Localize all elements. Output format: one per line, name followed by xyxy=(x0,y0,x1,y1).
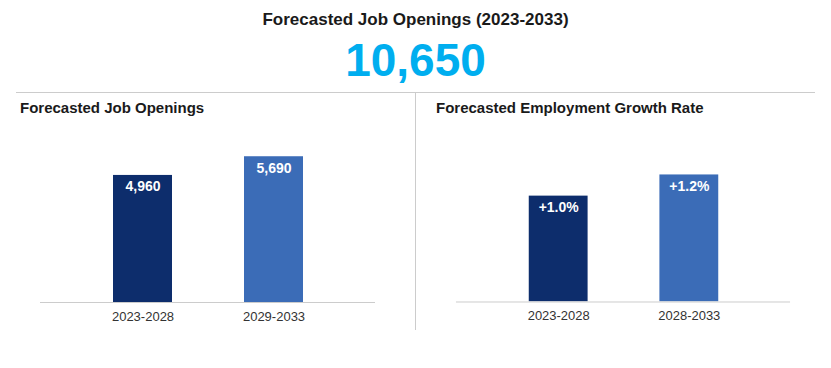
svg-text:2028-2033: 2028-2033 xyxy=(658,308,720,323)
svg-text:5,690: 5,690 xyxy=(256,160,291,176)
svg-text:+1.0%: +1.0% xyxy=(539,199,580,215)
html-text:Forecasted Employment Growth R: Forecasted Employment Growth Rate xyxy=(436,99,704,116)
svg-text:2029-2033: 2029-2033 xyxy=(243,309,305,324)
html-text:Forecasted Job Openings (2023-: Forecasted Job Openings (2023-2033) xyxy=(262,10,569,29)
html-text:Forecasted Job Openings: Forecasted Job Openings xyxy=(20,99,205,116)
svg-text:2023-2028: 2023-2028 xyxy=(112,309,174,324)
svg-text:4,960: 4,960 xyxy=(125,178,160,194)
svg-text:2023-2028: 2023-2028 xyxy=(528,308,590,323)
html-text:10,650: 10,650 xyxy=(345,34,486,86)
svg-text:+1.2%: +1.2% xyxy=(669,178,710,194)
